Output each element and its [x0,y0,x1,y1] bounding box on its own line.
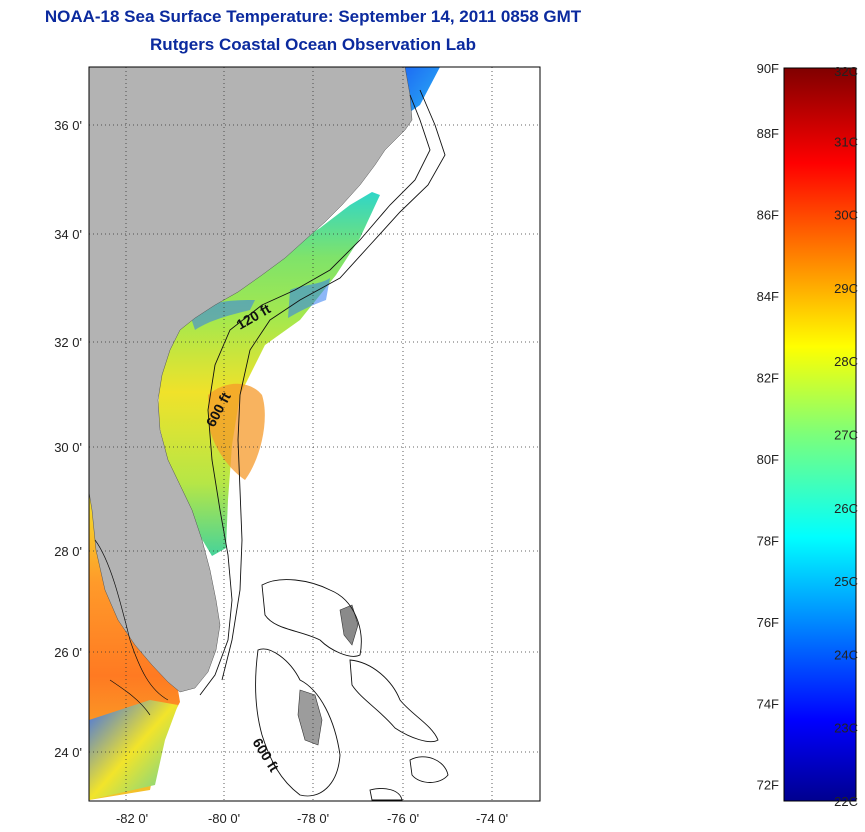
lat-label: 24 0' [54,745,82,760]
contour-bahamas-outer [261,579,362,657]
lat-label: 34 0' [54,227,82,242]
lat-label: 26 0' [54,645,82,660]
colorbar-fahrenheit-label: 86F [757,208,779,223]
colorbar-fahrenheit-label: 78F [757,533,779,548]
colorbar-celsius-label: 24C [834,647,858,662]
lat-axis: 36 0' 34 0' 32 0' 30 0' 28 0' 26 0' 24 0… [54,118,82,760]
sst-keys [89,700,178,800]
chart-subtitle: Rutgers Coastal Ocean Observation Lab [150,35,476,54]
lat-label: 28 0' [54,544,82,559]
lat-label: 30 0' [54,440,82,455]
colorbar-fahrenheit-label: 72F [757,778,779,793]
colorbar-fahrenheit-label: 76F [757,615,779,630]
colorbar-celsius-label: 27C [834,428,858,443]
colorbar-fahrenheit-label: 74F [757,696,779,711]
colorbar-fahrenheit-label: 90F [757,61,779,76]
colorbar-celsius-label: 22C [834,794,858,809]
colorbar-celsius-label: 28C [834,354,858,369]
colorbar-celsius-label: 31C [834,134,858,149]
land-mainland [89,67,413,693]
land-bahamas-andros [297,689,323,746]
colorbar-celsius-label: 26C [834,501,858,516]
lon-label: -74 0' [476,811,508,826]
contour-bahamas-south [255,648,341,797]
contour-bahamas-small [369,756,449,801]
colorbar-celsius-label: 32C [834,64,858,79]
colorbar-fahrenheit-label: 80F [757,452,779,467]
colorbar-gradient [783,67,857,802]
lon-label: -76 0' [387,811,419,826]
sst-hatteras [405,67,440,112]
lon-axis: -82 0' -80 0' -78 0' -76 0' -74 0' [116,811,508,826]
colorbar-labels: 32C 31C 30C 29C 28C 27C 26C 25C 24C 23C 22C 90F 88F 8… [757,61,858,809]
lon-label: -78 0' [297,811,329,826]
colorbar-fahrenheit-label: 82F [757,370,779,385]
lat-label: 36 0' [54,118,82,133]
contour-bahamas-east [349,659,439,743]
sst-cool-streaks [190,278,330,330]
colorbar-fahrenheit-label: 84F [757,289,779,304]
colorbar-fahrenheit-label: 88F [757,126,779,141]
colorbar-celsius-label: 30C [834,208,858,223]
colorbar-celsius-label: 23C [834,721,858,736]
contour-gulf [94,539,169,716]
colorbar-celsius-label: 25C [834,574,858,589]
lon-label: -82 0' [116,811,148,826]
map-frame [88,66,541,802]
lat-label: 32 0' [54,335,82,350]
contour-600ft [221,89,446,681]
contour-120ft [199,94,431,696]
chart-title: NOAA-18 Sea Surface Temperature: Septemb… [44,7,582,26]
lon-label: -80 0' [208,811,240,826]
colorbar-celsius-label: 29C [834,281,858,296]
sst-warm-core [208,383,265,480]
